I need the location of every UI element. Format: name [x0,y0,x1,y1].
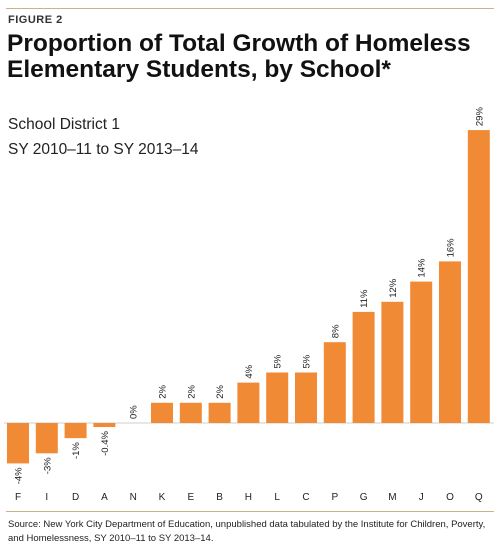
bar-P [323,342,346,423]
x-tick-F: F [15,492,21,503]
bar-Q [467,130,490,423]
bar-label-M: 12% [388,278,399,298]
bar-L [266,372,289,423]
top-rule [6,8,494,9]
x-tick-P: P [331,492,338,503]
bottom-rule [6,511,494,512]
bar-label-L: 5% [273,354,284,368]
bar-label-G: 11% [359,289,370,308]
bar-label-B: 2% [215,385,226,399]
bar-G [352,311,375,423]
bar-label-A: -0.4% [100,430,111,455]
x-tick-J: J [419,492,424,503]
chart-subtitle-district: School District 1 [8,116,120,133]
bar-label-E: 2% [186,385,197,399]
bar-E [179,402,202,423]
bar-label-P: 8% [330,324,341,338]
bar-J [410,281,433,423]
bar-label-N: 0% [129,405,140,419]
figure-label: FIGURE 2 [8,14,63,26]
bar-A [93,423,116,428]
x-tick-K: K [159,492,166,503]
bar-I [35,423,58,454]
x-tick-I: I [45,492,48,503]
bar-H [237,382,260,423]
bar-label-H: 4% [244,364,255,378]
bar-label-K: 2% [158,385,169,399]
x-tick-C: C [302,492,309,503]
bar-D [64,423,87,439]
x-tick-B: B [216,492,223,503]
bar-O [439,261,461,423]
x-tick-A: A [101,492,108,503]
x-tick-Q: Q [475,492,483,503]
bar-label-D: -1% [71,442,82,459]
x-tick-G: G [360,492,368,503]
bar-K [151,402,173,423]
bar-B [208,402,231,423]
x-tick-E: E [187,492,194,503]
bar-C [295,372,317,423]
x-tick-H: H [245,492,252,503]
x-tick-N: N [130,492,137,503]
bar-label-J: 14% [417,258,428,278]
bar-label-F: -4% [14,467,25,484]
x-tick-L: L [274,492,280,503]
x-tick-M: M [388,492,396,503]
chart-title: Proportion of Total Growth of Homeless E… [7,30,471,83]
x-tick-D: D [72,492,79,503]
bar-M [381,301,404,423]
bar-label-C: 5% [302,354,313,368]
x-tick-O: O [446,492,454,503]
chart-subtitle-years: SY 2010–11 to SY 2013–14 [8,141,199,158]
source-note: Source: New York City Department of Educ… [8,519,486,544]
bar-label-I: -3% [42,457,53,474]
bar-label-Q: 29% [474,107,485,127]
bar-F [7,423,29,464]
bar-label-O: 16% [446,238,457,258]
